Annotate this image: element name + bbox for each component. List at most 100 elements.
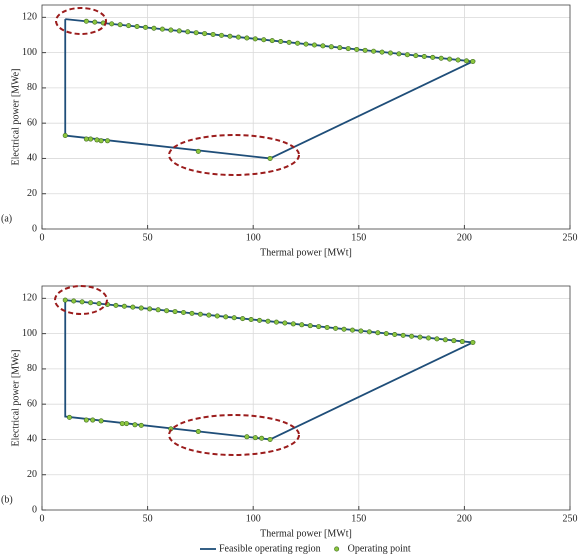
operating-point xyxy=(92,19,98,25)
highlight-ellipse xyxy=(168,414,300,456)
x-tick-label: 150 xyxy=(351,232,366,243)
operating-point xyxy=(447,56,453,62)
x-tick-label: 200 xyxy=(457,232,472,243)
operating-point xyxy=(83,18,89,24)
operating-point xyxy=(119,421,125,427)
operating-point xyxy=(278,39,284,45)
y-tick-label: 20 xyxy=(27,188,37,199)
operating-point xyxy=(130,304,136,310)
operating-point xyxy=(324,324,330,330)
operating-point xyxy=(197,311,203,317)
operating-point xyxy=(438,55,444,61)
x-tick-label: 250 xyxy=(563,513,578,524)
operating-point xyxy=(257,317,263,323)
operating-point xyxy=(176,28,182,34)
operating-point xyxy=(117,22,123,28)
operating-point xyxy=(470,339,476,345)
x-tick-label: 100 xyxy=(246,513,261,524)
highlight-ellipse xyxy=(168,134,300,176)
y-axis-label: Electrical power [MWe] xyxy=(10,350,21,447)
operating-point xyxy=(464,58,470,64)
operating-point xyxy=(214,313,220,319)
operating-point xyxy=(244,434,250,440)
operating-point xyxy=(267,155,273,161)
operating-point xyxy=(71,298,77,304)
operating-point xyxy=(88,300,94,306)
operating-point xyxy=(227,33,233,39)
operating-point xyxy=(66,414,72,420)
y-tick-label: 80 xyxy=(27,82,37,93)
operating-point xyxy=(147,306,153,312)
operating-point xyxy=(168,27,174,33)
x-tick-label: 0 xyxy=(40,513,45,524)
operating-point xyxy=(404,52,410,58)
highlight-ellipse xyxy=(54,285,108,315)
operating-point xyxy=(83,417,89,423)
operating-point xyxy=(164,308,170,314)
y-tick-label: 120 xyxy=(22,12,37,23)
operating-point xyxy=(362,47,368,53)
operating-point xyxy=(98,138,104,144)
operating-point xyxy=(219,32,225,38)
operating-point xyxy=(387,50,393,56)
operating-point xyxy=(311,42,317,48)
operating-point xyxy=(337,45,343,51)
y-tick-label: 100 xyxy=(22,47,37,58)
operating-point xyxy=(261,37,267,43)
x-tick-label: 50 xyxy=(143,232,153,243)
operating-point xyxy=(400,332,406,338)
operating-point xyxy=(142,24,148,30)
y-tick-label: 0 xyxy=(32,504,37,515)
x-tick-label: 100 xyxy=(246,232,261,243)
operating-point xyxy=(299,322,305,328)
operating-point xyxy=(303,41,309,47)
operating-point xyxy=(459,339,465,345)
operating-point xyxy=(193,30,199,36)
operating-point xyxy=(267,436,273,442)
operating-point xyxy=(371,48,377,54)
operating-point xyxy=(109,21,115,27)
operating-point xyxy=(421,54,427,60)
operating-point xyxy=(185,29,191,35)
y-tick-label: 60 xyxy=(27,117,37,128)
operating-point xyxy=(202,31,208,37)
operating-point xyxy=(434,336,440,342)
operating-point xyxy=(155,307,161,313)
operating-point xyxy=(295,40,301,46)
operating-point xyxy=(231,315,237,321)
operating-point xyxy=(333,325,339,331)
operating-point xyxy=(259,435,265,441)
operating-point xyxy=(442,337,448,343)
operating-point xyxy=(430,54,436,60)
operating-point xyxy=(252,36,258,42)
operating-point xyxy=(349,327,355,333)
plot-frame xyxy=(41,285,571,511)
operating-point xyxy=(210,31,216,37)
operating-point xyxy=(455,57,461,63)
operating-point xyxy=(379,49,385,55)
operating-point xyxy=(195,148,201,154)
operating-point xyxy=(223,314,229,320)
operating-point xyxy=(88,136,94,142)
y-tick-label: 120 xyxy=(22,293,37,304)
operating-point xyxy=(425,335,431,341)
operating-point xyxy=(83,136,89,142)
legend-label: Feasible operating region xyxy=(219,543,321,554)
operating-point xyxy=(252,435,258,441)
y-tick-label: 40 xyxy=(27,153,37,164)
operating-point xyxy=(123,421,129,427)
operating-point xyxy=(248,317,254,323)
operating-point xyxy=(159,26,165,32)
operating-point xyxy=(104,138,110,144)
operating-point xyxy=(121,303,127,309)
y-tick-label: 40 xyxy=(27,434,37,445)
operating-point xyxy=(235,34,241,40)
legend-label: Operating point xyxy=(348,543,411,554)
operating-point xyxy=(341,326,347,332)
operating-point xyxy=(265,318,271,324)
operating-point xyxy=(62,133,68,139)
operating-point xyxy=(132,422,138,428)
operating-point xyxy=(206,312,212,318)
x-axis-label: Thermal power [MWt] xyxy=(260,247,352,258)
panel-label: (a) xyxy=(1,213,12,224)
